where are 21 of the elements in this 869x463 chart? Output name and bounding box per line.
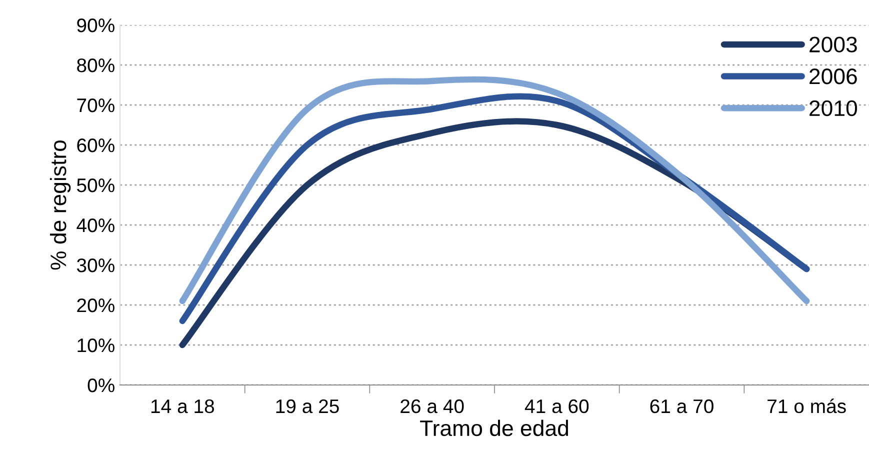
x-tick-label: 41 a 60 [524, 399, 589, 414]
y-tick-label: 10% [78, 338, 114, 352]
x-tick-label: 19 a 25 [276, 399, 339, 414]
x-tick-label: 26 a 40 [400, 399, 464, 414]
x-tick-label: 71 o más [768, 398, 846, 414]
legend-label: 2006 [810, 68, 857, 84]
x-axis-title: Tramo de edad [420, 420, 568, 436]
y-tick-label: 50% [77, 178, 114, 192]
y-axis-title: % de registro [50, 140, 71, 270]
y-tick-label: 80% [77, 58, 114, 72]
y-tick-label: 70% [77, 98, 114, 112]
y-tick-label: 40% [76, 218, 114, 232]
y-tick-label: 20% [77, 298, 114, 312]
y-tick-label: 90% [77, 18, 114, 32]
x-tick-label: 14 a 18 [151, 399, 214, 414]
y-tick-label: 30% [76, 258, 114, 272]
legend-label: 2010 [810, 100, 858, 116]
y-tick-label: 0% [88, 378, 114, 392]
y-tick-label: 60% [77, 138, 114, 152]
legend-label: 2003 [810, 36, 857, 52]
x-tick-label: 61 a 70 [650, 399, 714, 414]
